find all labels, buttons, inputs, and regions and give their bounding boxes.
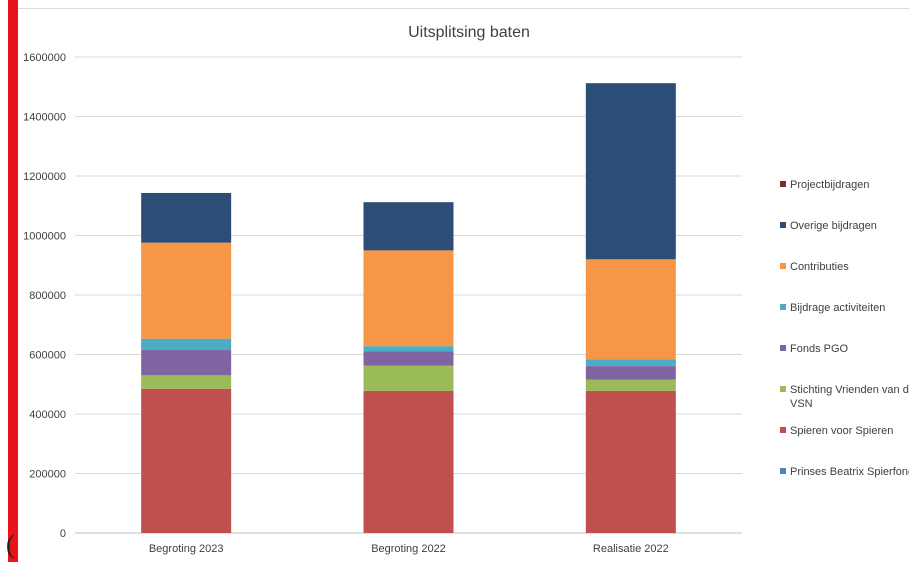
chart-title: Uitsplitsing baten — [408, 24, 530, 41]
legend-swatch — [780, 263, 786, 269]
legend-label: Stichting Vrienden van de VSN — [790, 384, 909, 410]
y-tick-label: 1000000 — [23, 231, 66, 243]
legend-swatch — [780, 222, 786, 228]
bar-segment — [141, 192, 232, 243]
legend-label: Projectbijdragen — [790, 179, 870, 191]
y-axis: 0 200000 400000 600000 800000 1000000 1200000 1… — [23, 52, 66, 540]
bar-segment — [363, 351, 454, 366]
y-tick-label: 1200000 — [23, 171, 66, 183]
legend-label: Spieren voor Spieren — [790, 425, 893, 437]
top-divider — [18, 8, 909, 9]
bar-segment — [363, 202, 454, 251]
bar-segment — [363, 250, 454, 347]
bar-segment — [363, 346, 454, 352]
y-tick-label: 400000 — [29, 409, 66, 421]
legend-label: Overige bijdragen — [790, 220, 877, 232]
x-tick-label: Begroting 2022 — [371, 543, 446, 555]
cropped-glyph: ( — [6, 530, 15, 559]
legend-label: Bijdrage activiteiten — [790, 302, 885, 314]
bar-segment — [141, 388, 232, 533]
bar-segment — [141, 338, 232, 351]
y-tick-label: 600000 — [29, 350, 66, 362]
bar-segment — [585, 366, 676, 380]
legend-label: Prinses Beatrix Spierfonds — [790, 466, 909, 478]
red-edge-bar — [8, 0, 18, 562]
legend-label: Fonds PGO — [790, 343, 849, 355]
y-tick-label: 1400000 — [23, 112, 66, 124]
x-tick-label: Realisatie 2022 — [593, 543, 669, 555]
x-tick-label: Begroting 2023 — [149, 543, 224, 555]
bar-segment — [363, 390, 454, 533]
bars — [141, 83, 676, 533]
legend-swatch — [780, 468, 786, 474]
legend-label: Contributies — [790, 261, 849, 273]
legend-swatch — [780, 427, 786, 433]
legend: Projectbijdragen Overige bijdragen Contrib… — [780, 179, 909, 478]
bar-segment — [585, 259, 676, 360]
bar-segment — [585, 390, 676, 533]
y-tick-label: 800000 — [29, 290, 66, 302]
legend-swatch — [780, 386, 786, 392]
legend-swatch — [780, 304, 786, 310]
bar-segment — [585, 83, 676, 260]
y-tick-label: 200000 — [29, 469, 66, 481]
bar-segment — [585, 359, 676, 367]
bar-segment — [585, 379, 676, 391]
legend-swatch — [780, 181, 786, 187]
bar-segment — [363, 365, 454, 391]
y-tick-label: 1600000 — [23, 52, 66, 64]
x-axis: Begroting 2023 Begroting 2022 Realisatie 2… — [149, 543, 669, 555]
bar-segment — [141, 375, 232, 389]
bar-segment — [141, 242, 232, 339]
bar-segment — [141, 350, 232, 376]
legend-swatch — [780, 345, 786, 351]
y-tick-label: 0 — [60, 528, 66, 540]
